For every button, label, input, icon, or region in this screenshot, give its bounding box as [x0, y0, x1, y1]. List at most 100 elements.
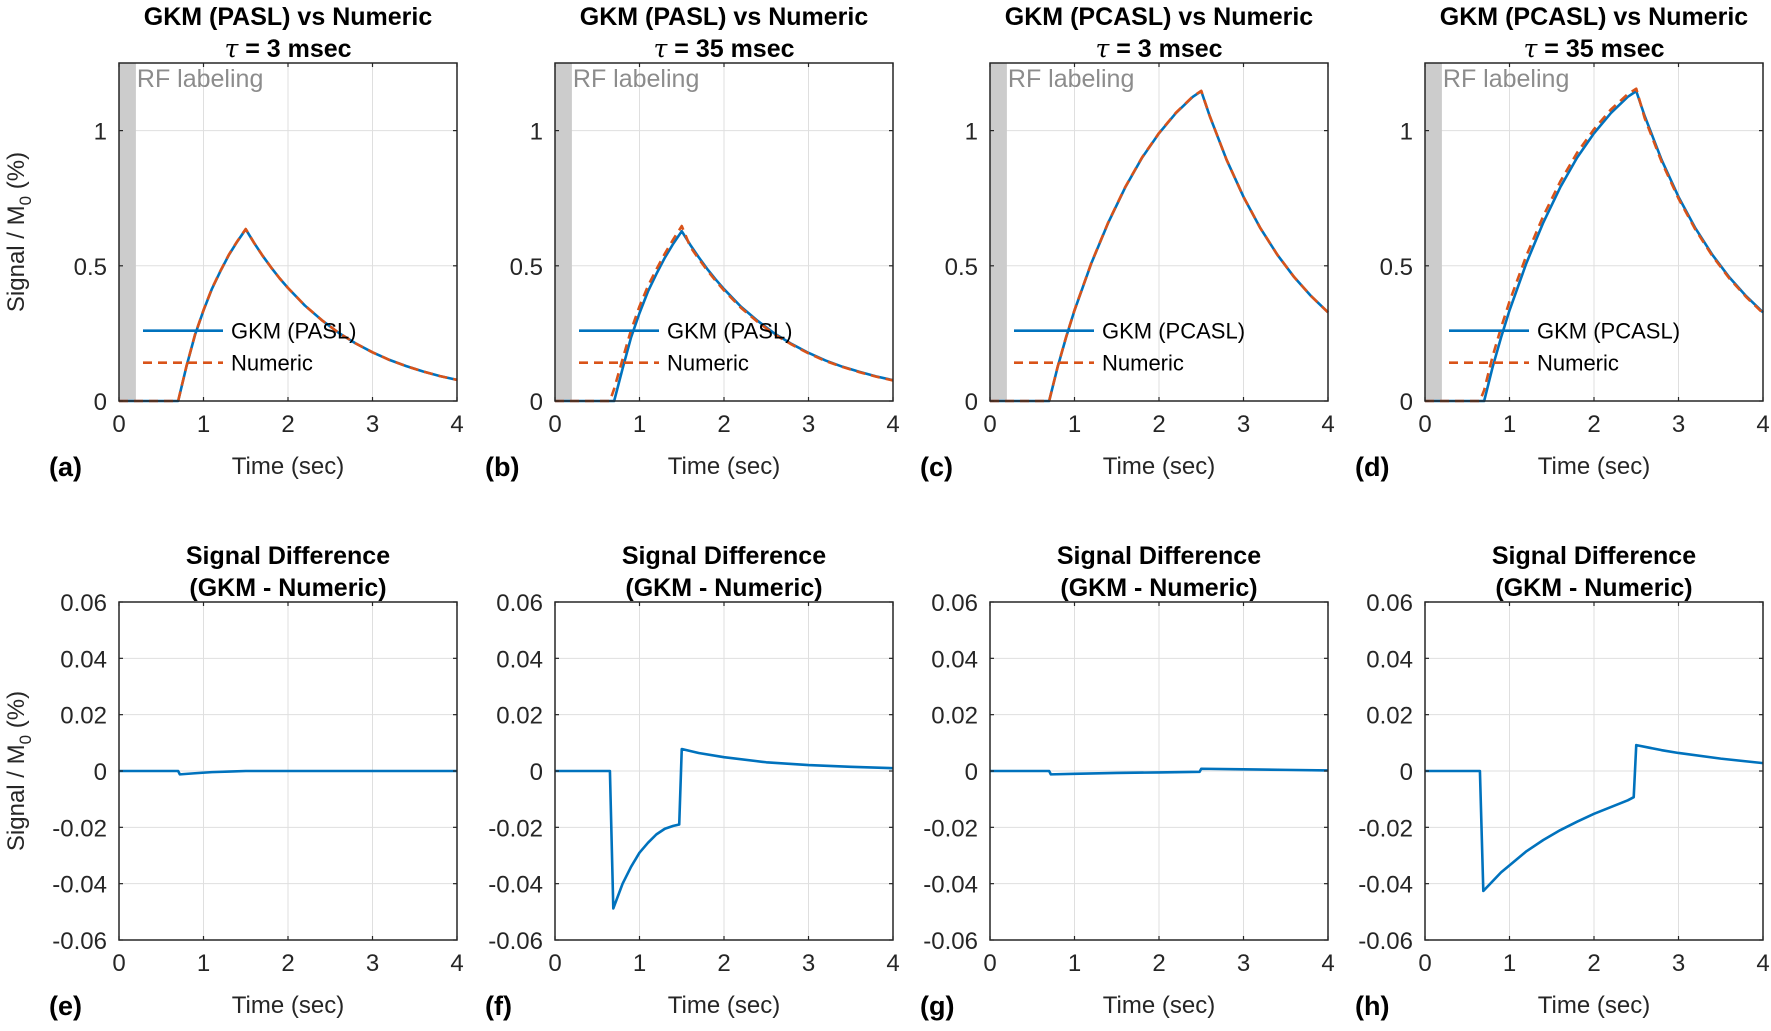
y-tick-label: 1 [94, 119, 107, 146]
y-tick-label: 0.02 [1366, 703, 1413, 730]
x-tick-label: 0 [548, 950, 561, 977]
y-tick-label: 1 [1400, 119, 1413, 146]
y-tick-label: -0.06 [923, 928, 978, 955]
y-tick-label: 0 [1400, 759, 1413, 786]
y-tick-label: 0.02 [60, 703, 107, 730]
x-tick-label: 3 [1237, 950, 1250, 977]
x-tick-label: 2 [717, 950, 730, 977]
y-tick-label: -0.02 [52, 815, 107, 842]
y-tick-label: 0.04 [931, 646, 978, 673]
y-tick-label: 0.06 [60, 590, 107, 617]
rf-labeling-text: RF labeling [573, 65, 699, 93]
panel-label: (b) [485, 452, 519, 482]
panel-h: 0 1 2 3 4 -0.06 -0.04 -0.02 0 0.02 0.04 0.06 Time (s… [1355, 542, 1770, 1021]
title-line2-text: = 35 msec [667, 35, 794, 63]
x-tick-label: 1 [633, 411, 646, 438]
legend-label-gkm: GKM (PASL) [667, 319, 793, 344]
panel-label: (a) [49, 452, 82, 482]
y-tick-label: 0.5 [945, 254, 978, 281]
series-line-numeric [555, 224, 894, 403]
y-tick-label: 0 [965, 759, 978, 786]
panel-e: 0 1 2 3 4 -0.06 -0.04 -0.02 0 0.02 0.04 0.06 Time (s… [3, 542, 464, 1021]
series-line-numeric [1425, 87, 1764, 403]
x-axis-label: Time (sec) [668, 992, 780, 1019]
legend: GKM (PCASL) Numeric [1014, 319, 1245, 376]
series-line-numeric [990, 89, 1329, 403]
y-tick-label: 0.06 [931, 590, 978, 617]
panel-f: 0 1 2 3 4 -0.06 -0.04 -0.02 0 0.02 0.04 0.06 Time (s… [485, 542, 900, 1021]
y-tick-label: -0.06 [1358, 928, 1413, 955]
legend: GKM (PASL) Numeric [579, 319, 793, 376]
series-line-gkm [1425, 743, 1764, 893]
title-line2-text: (GKM - Numeric) [189, 574, 386, 602]
series-line-gkm [1425, 89, 1764, 403]
x-tick-label: 1 [1503, 950, 1516, 977]
y-tick-label: 0 [1400, 389, 1413, 416]
y-tick-label: 0.04 [1366, 646, 1413, 673]
y-tick-label: 0.02 [931, 703, 978, 730]
y-tick-label: -0.04 [52, 872, 107, 899]
x-tick-label: 4 [1756, 411, 1769, 438]
y-tick-label: 1 [965, 119, 978, 146]
x-tick-label: 2 [281, 950, 294, 977]
title-line2-text: (GKM - Numeric) [625, 574, 822, 602]
y-tick-label: -0.02 [488, 815, 543, 842]
x-tick-label: 3 [1672, 411, 1685, 438]
panel-title-line2: (GKM - Numeric) [1060, 574, 1257, 602]
x-tick-label: 1 [197, 411, 210, 438]
x-tick-label: 4 [450, 950, 463, 977]
x-tick-label: 2 [1152, 950, 1165, 977]
panel-title-line1: GKM (PASL) vs Numeric [144, 3, 433, 31]
x-tick-label: 2 [1152, 411, 1165, 438]
x-tick-label: 3 [366, 950, 379, 977]
legend: GKM (PCASL) Numeric [1449, 319, 1680, 376]
panel-label: (f) [485, 991, 512, 1021]
panel-title-line1: Signal Difference [1057, 542, 1261, 570]
y-tick-label: 0 [94, 389, 107, 416]
x-tick-label: 1 [1068, 950, 1081, 977]
panel-title-line1: GKM (PASL) vs Numeric [580, 3, 869, 31]
x-tick-label: 0 [1418, 950, 1431, 977]
rf-labeling-text: RF labeling [137, 65, 263, 93]
legend-label-numeric: Numeric [667, 351, 749, 376]
legend-label-gkm: GKM (PCASL) [1537, 319, 1680, 344]
legend-label-numeric: Numeric [1102, 351, 1184, 376]
x-tick-label: 0 [112, 411, 125, 438]
x-axis-label: Time (sec) [668, 453, 780, 480]
series-line-gkm [119, 769, 457, 776]
legend-label-gkm: GKM (PASL) [231, 319, 357, 344]
rf-labeling-text: RF labeling [1008, 65, 1134, 93]
panel-title-line1: Signal Difference [622, 542, 826, 570]
y-axis-label-main: Signal / M [3, 205, 30, 312]
x-tick-label: 0 [1418, 411, 1431, 438]
y-tick-label: 0.04 [496, 646, 543, 673]
panel-c: RF labeling 0 1 2 3 4 0 0.5 1 Time (sec) (c) GKM (P… [920, 3, 1335, 482]
panel-title-line2: τ = 35 msec [1523, 34, 1664, 63]
rf-labeling-text: RF labeling [1443, 65, 1569, 93]
x-tick-label: 2 [717, 411, 730, 438]
y-axis-label-main: Signal / M [3, 744, 30, 851]
panel-title-line2: τ = 3 msec [1095, 34, 1222, 63]
series-line-gkm [555, 747, 894, 910]
x-tick-label: 3 [1237, 411, 1250, 438]
panel-d: RF labeling 0 1 2 3 4 0 0.5 1 Time (sec) (d) GKM (P… [1355, 3, 1770, 482]
x-tick-label: 1 [197, 950, 210, 977]
x-axis-label: Time (sec) [1538, 453, 1650, 480]
y-tick-label: -0.06 [488, 928, 543, 955]
y-axis-label: Signal / M0 (%) [3, 691, 35, 851]
legend-label-numeric: Numeric [231, 351, 313, 376]
x-tick-label: 4 [1756, 950, 1769, 977]
x-tick-label: 3 [1672, 950, 1685, 977]
x-tick-label: 4 [450, 411, 463, 438]
series-line-gkm [990, 767, 1329, 776]
panel-title-line2: τ = 35 msec [653, 34, 794, 63]
y-tick-label: -0.02 [1358, 815, 1413, 842]
y-tick-label: -0.06 [52, 928, 107, 955]
x-tick-label: 3 [802, 411, 815, 438]
title-line2-text: (GKM - Numeric) [1060, 574, 1257, 602]
x-axis-label: Time (sec) [1538, 992, 1650, 1019]
legend-label-gkm: GKM (PCASL) [1102, 319, 1245, 344]
panel-title-line2: (GKM - Numeric) [189, 574, 386, 602]
x-axis-label: Time (sec) [1103, 992, 1215, 1019]
